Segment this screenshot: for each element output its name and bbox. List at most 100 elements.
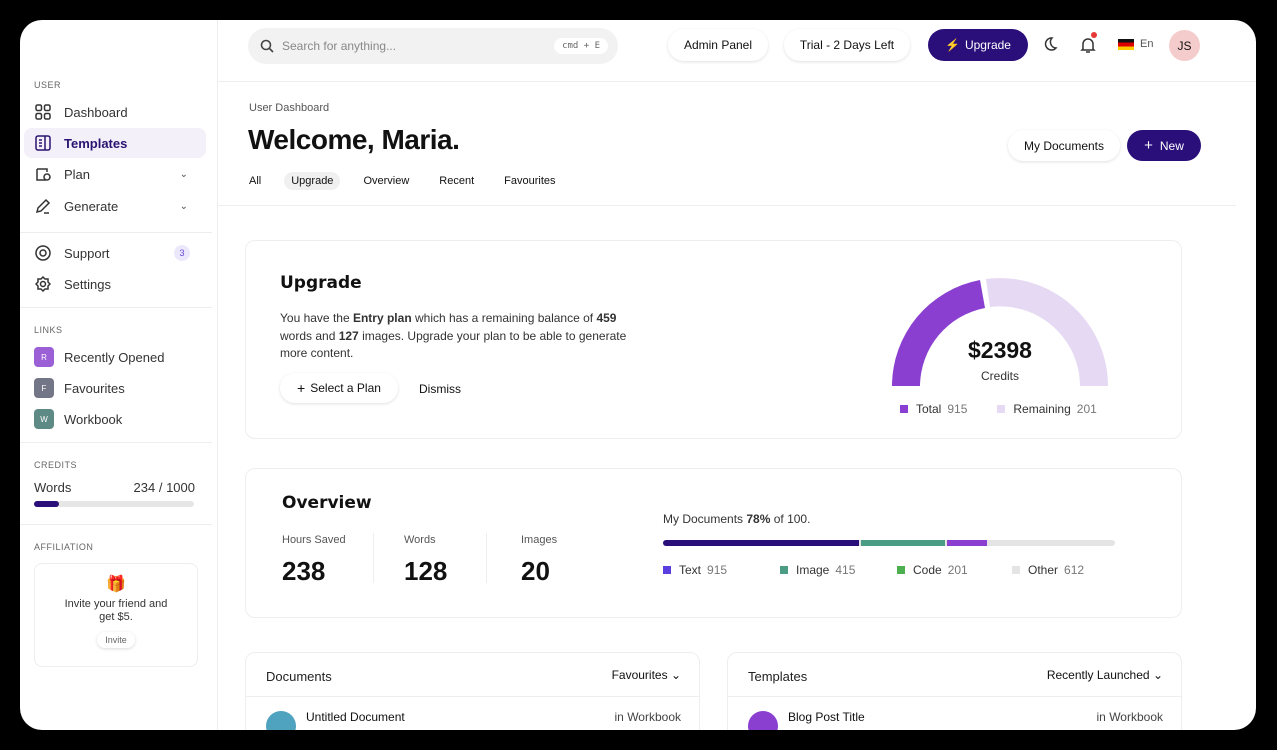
pencil-icon — [34, 197, 52, 215]
label: New — [1159, 138, 1184, 153]
sidebar-item-templates[interactable]: Templates — [24, 128, 206, 158]
document-avatar — [266, 711, 296, 730]
gauge-total-arc — [892, 280, 985, 386]
tab-recent[interactable]: Recent — [439, 175, 475, 187]
upgrade-card: Upgrade You have the Entry plan which ha… — [245, 240, 1182, 439]
documents-card: Documents Favourites ⌄ Untitled Document… — [245, 652, 700, 730]
app-window: USER Dashboard Templates Plan ⌄ Generate ⌄… — [20, 20, 1256, 730]
flag-germany-icon[interactable] — [1118, 39, 1134, 50]
overview-title: Overview — [282, 493, 372, 513]
trial-button[interactable]: Trial - 2 Days Left — [784, 29, 910, 61]
document-name[interactable]: Untitled Document — [306, 710, 405, 724]
template-name[interactable]: Blog Post Title — [788, 710, 865, 724]
lifebuoy-icon — [34, 244, 52, 262]
sidebar-item-generate[interactable]: Generate ⌄ — [24, 191, 206, 221]
documents-legend: Text 915 Image 415 Code 201 Other 612 — [663, 563, 1084, 577]
bar-segment-image — [861, 540, 945, 546]
legend-code: Code 201 — [897, 563, 1012, 577]
sidebar-item-dashboard[interactable]: Dashboard — [24, 97, 206, 127]
upgrade-title: Upgrade — [280, 273, 362, 293]
sidebar-item-settings[interactable]: Settings — [24, 269, 206, 299]
legend-text: Text 915 — [663, 563, 780, 577]
link-recently-opened[interactable]: R Recently Opened — [24, 342, 206, 372]
sidebar-item-plan[interactable]: Plan ⌄ — [24, 159, 206, 189]
sidebar-item-support[interactable]: Support 3 — [24, 238, 206, 268]
avatar[interactable]: JS — [1169, 30, 1200, 61]
moon-icon[interactable] — [1042, 36, 1058, 57]
language-select[interactable]: En — [1140, 38, 1154, 50]
gauge-remaining-arc — [986, 278, 1108, 386]
label: Plan — [64, 166, 91, 182]
search-icon — [260, 39, 274, 53]
affiliation-text: Invite your friend and get $5. — [64, 598, 168, 623]
section-user: USER — [34, 80, 62, 90]
stat-words: Words 128 — [404, 534, 448, 586]
chevron-down-icon: ⌄ — [670, 668, 681, 682]
invite-button[interactable]: Invite — [97, 632, 135, 648]
bar-segment-text — [663, 540, 859, 546]
bell-icon[interactable] — [1080, 32, 1097, 59]
topbar: Search for anything... cmd + E Admin Pane… — [218, 20, 1256, 82]
label: Recently Opened — [64, 349, 165, 365]
divider — [20, 232, 212, 233]
my-documents-button[interactable]: My Documents — [1008, 130, 1120, 161]
section-affiliation: AFFILIATION — [34, 542, 94, 552]
tabs: All Upgrade Overview Recent Favourites — [242, 172, 579, 190]
stat-images: Images 20 — [521, 534, 558, 586]
documents-usage-text: My Documents 78% of 100. — [663, 512, 811, 526]
documents-title: Documents — [266, 669, 332, 684]
divider — [20, 442, 212, 443]
tab-upgrade[interactable]: Upgrade — [284, 172, 341, 190]
stat-hours-saved: Hours Saved 238 — [282, 534, 346, 586]
gauge-amount: $2398 — [968, 337, 1032, 363]
search-input[interactable]: Search for anything... cmd + E — [248, 28, 618, 64]
documents-usage-bar — [663, 540, 1115, 546]
breadcrumb: User Dashboard — [249, 102, 330, 114]
admin-panel-button[interactable]: Admin Panel — [668, 29, 768, 61]
tab-overview[interactable]: Overview — [363, 175, 410, 187]
new-button[interactable]: + New — [1127, 130, 1201, 161]
templates-card: Templates Recently Launched ⌄ Blog Post … — [727, 652, 1182, 730]
template-icon — [34, 134, 52, 152]
link-favourites[interactable]: F Favourites — [24, 373, 206, 403]
upgrade-button[interactable]: ⚡ Upgrade — [928, 29, 1028, 61]
chevron-down-icon: ⌄ — [1152, 668, 1163, 682]
section-links: LINKS — [34, 325, 63, 335]
bolt-icon: ⚡ — [945, 38, 960, 52]
select-plan-button[interactable]: + Select a Plan — [280, 373, 398, 403]
legend-other: Other 612 — [1012, 563, 1084, 577]
sidebar: USER Dashboard Templates Plan ⌄ Generate ⌄… — [20, 20, 218, 730]
label: Settings — [64, 276, 111, 292]
tab-favourites[interactable]: Favourites — [504, 175, 556, 187]
legend-remaining: Remaining 201 — [997, 402, 1097, 416]
dismiss-button[interactable]: Dismiss — [419, 382, 461, 396]
gift-icon: 🎁 — [106, 576, 126, 593]
divider — [218, 205, 1236, 206]
label: Upgrade — [964, 38, 1011, 52]
link-avatar: F — [34, 378, 54, 398]
label: Templates — [64, 135, 128, 151]
plus-icon: + — [297, 380, 306, 396]
chevron-down-icon: ⌄ — [179, 168, 188, 180]
link-workbook[interactable]: W Workbook — [24, 404, 206, 434]
credits-progress — [34, 501, 194, 507]
label: Workbook — [64, 411, 123, 427]
templates-title: Templates — [748, 669, 808, 684]
notification-dot — [1091, 32, 1097, 38]
shortcut-hint: cmd + E — [554, 38, 608, 54]
legend-total: Total 915 — [900, 402, 967, 416]
upgrade-text: You have the Entry plan which has a rema… — [280, 311, 627, 360]
tab-all[interactable]: All — [249, 175, 262, 187]
main-content: User Dashboard Welcome, Maria. All Upgrad… — [218, 82, 1236, 730]
label: Support — [64, 245, 110, 261]
gear-icon — [34, 275, 52, 293]
documents-filter-dropdown[interactable]: Favourites ⌄ — [611, 668, 681, 682]
page-title: Welcome, Maria. — [248, 124, 460, 155]
templates-filter-dropdown[interactable]: Recently Launched ⌄ — [1046, 668, 1163, 682]
template-location: in Workbook — [1096, 710, 1163, 724]
gauge-label: Credits — [980, 369, 1019, 383]
label: Select a Plan — [310, 381, 381, 395]
label: Dashboard — [64, 104, 128, 120]
document-location: in Workbook — [614, 710, 681, 724]
chevron-down-icon: ⌄ — [179, 200, 188, 212]
